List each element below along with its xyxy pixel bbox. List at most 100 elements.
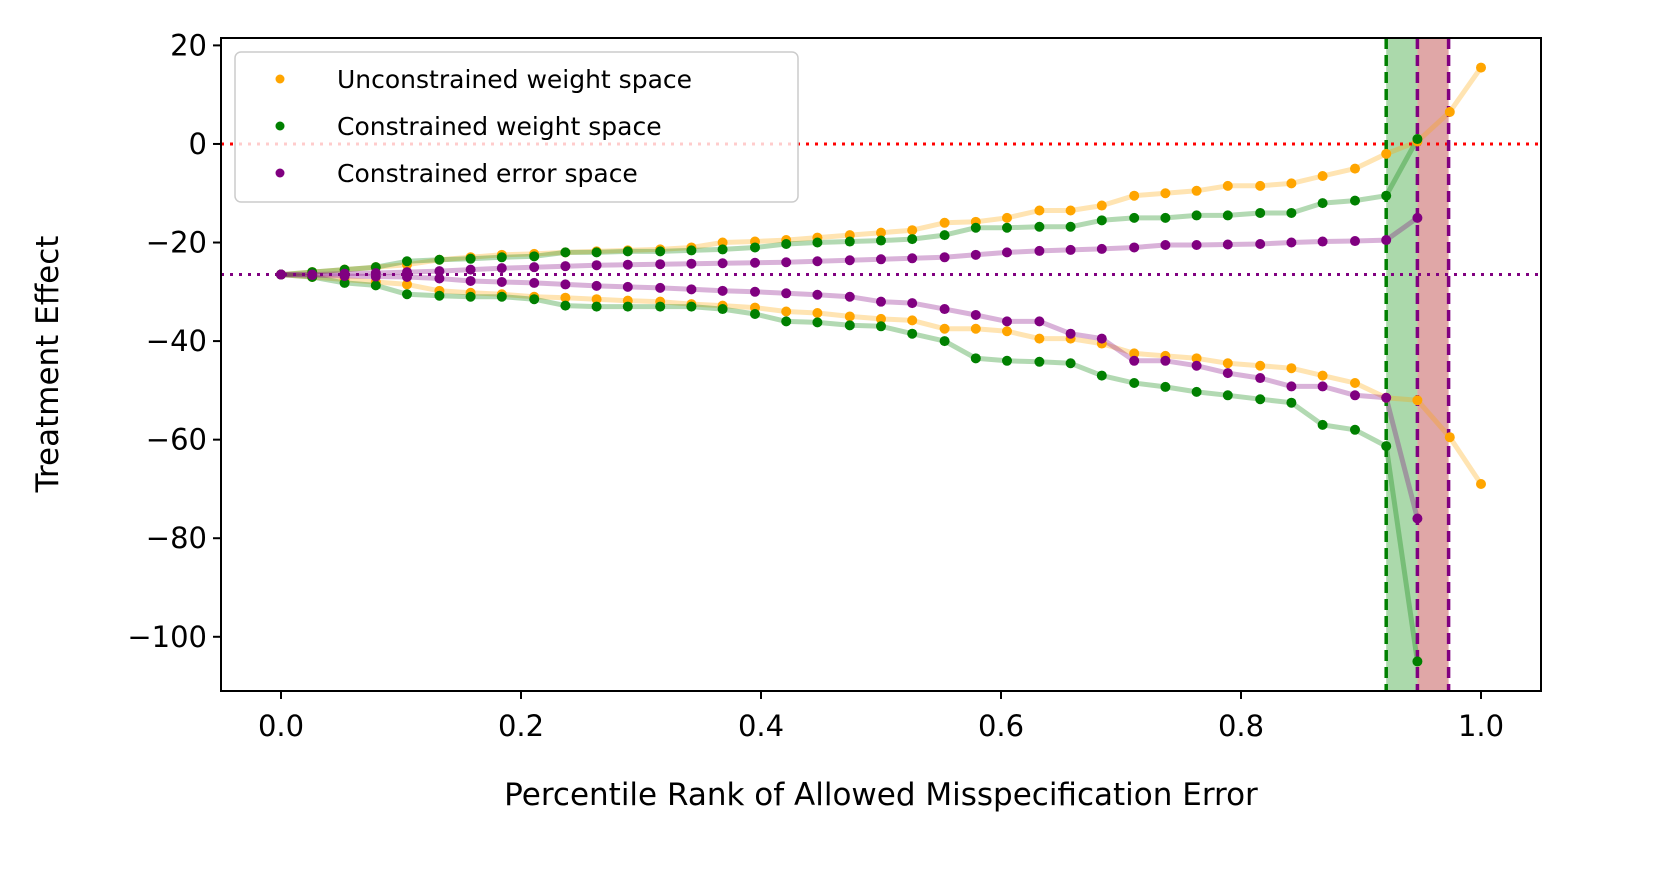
legend-label-unconstrained-weight: Unconstrained weight space	[337, 65, 692, 94]
unconstrained-weight-space-lower-point-37	[1444, 432, 1455, 443]
unconstrained-weight-space-upper-point-23	[1002, 212, 1012, 223]
constrained-weight-space-upper-point-13	[686, 245, 697, 256]
constrained-weight-space-upper-point-11	[622, 246, 633, 257]
constrained-weight-space-lower-point-23	[1002, 355, 1012, 366]
unconstrained-weight-space-upper-point-24	[1034, 205, 1045, 216]
constrained-error-space-lower-point-9	[560, 279, 571, 290]
plot-frame	[220, 37, 1542, 692]
unconstrained-weight-space-lower-point-31	[1255, 360, 1266, 371]
constrained-weight-space-upper-point-27	[1129, 212, 1140, 223]
constrained-error-space-lower-point-27	[1129, 355, 1140, 366]
constrained-weight-space-lower-point-24	[1034, 356, 1045, 367]
constrained-weight-space-lower-point-27	[1129, 377, 1140, 388]
constrained-weight-space-upper-point-21	[939, 230, 950, 241]
series-points	[276, 62, 1486, 667]
unconstrained-weight-space-upper-point-37	[1444, 106, 1455, 117]
constrained-error-space-upper-point-10	[591, 260, 602, 271]
legend: Unconstrained weight space Constrained w…	[234, 51, 799, 203]
constrained-error-space-lower-point-36	[1412, 513, 1423, 524]
constrained-weight-space-lower-point-25	[1065, 358, 1076, 369]
constrained-error-space-lower-point-31	[1255, 373, 1266, 384]
constrained-error-space-upper-point-25	[1065, 244, 1076, 255]
constrained-error-space-lower-point-30	[1222, 368, 1233, 379]
constrained-error-space-upper-point-34	[1350, 236, 1360, 247]
unconstrained-weight-space-lower-point-19	[876, 313, 886, 324]
y-tick-label-0: 20	[170, 28, 207, 62]
constrained-error-space-upper-point-35	[1381, 235, 1392, 246]
constrained-weight-space-upper-point-20	[907, 234, 918, 245]
unconstrained-weight-space-upper-point-21	[939, 217, 950, 228]
constrained-weight-space-lower-point-22	[970, 353, 981, 364]
constrained-error-space-upper-point-31	[1255, 239, 1266, 250]
constrained-error-space-upper-point-14	[717, 258, 728, 269]
constrained-error-space-lower-point-18	[844, 291, 855, 302]
constrained-weight-space-lower-point-12	[655, 301, 666, 312]
reference-lines	[221, 38, 1541, 691]
constrained-weight-space-upper-point-35	[1381, 190, 1392, 201]
unconstrained-weight-space-upper-point-29	[1191, 185, 1202, 196]
shaded-region-0	[1386, 38, 1418, 691]
constrained-error-space-lower-point-15	[750, 286, 760, 297]
x-tick-label-3: 0.6	[978, 709, 1024, 743]
constrained-weight-space-upper-point-14	[717, 244, 728, 255]
x-tick-label-1: 0.2	[498, 709, 544, 743]
unconstrained-weight-space-upper-point-31	[1255, 180, 1266, 191]
constrained-error-space-lower-point-34	[1350, 390, 1360, 401]
legend-label-constrained-weight: Constrained weight space	[337, 112, 662, 141]
unconstrained-weight-space-upper-point-28	[1160, 188, 1171, 199]
unconstrained-weight-space-lower-point-16	[781, 306, 792, 317]
unconstrained-weight-space-lower-point-36	[1412, 395, 1423, 406]
constrained-weight-space-upper-point-30	[1222, 210, 1233, 221]
x-tick-label-2: 0.4	[738, 709, 784, 743]
constrained-error-space-upper-point-29	[1191, 239, 1202, 250]
constrained-weight-space-lower-point-29	[1191, 386, 1202, 397]
unconstrained-weight-space-upper-point-33	[1317, 170, 1328, 181]
constrained-weight-space-upper-point-15	[750, 242, 760, 253]
constrained-weight-space-upper-point-34	[1350, 195, 1360, 206]
shaded-region-1	[1417, 38, 1449, 691]
constrained-error-space-lower-point-29	[1191, 360, 1202, 371]
unconstrained-weight-space-lower-point-38	[1476, 479, 1486, 490]
x-axis-title: Percentile Rank of Allowed Misspecificat…	[504, 777, 1258, 813]
constrained-error-space-upper-point-13	[686, 258, 697, 269]
constrained-error-space-lower-point-10	[591, 280, 602, 291]
constrained-weight-space-lower-point-4	[402, 289, 412, 300]
constrained-error-space-lower-point-16	[781, 288, 792, 299]
constrained-error-space-lower-point-1	[307, 270, 318, 281]
constrained-error-space-lower-point-25	[1065, 328, 1076, 339]
constrained-weight-space-lower-point-36	[1412, 656, 1423, 667]
unconstrained-weight-space-upper-point-30	[1222, 180, 1233, 191]
y-tick-label-3: −40	[146, 324, 207, 358]
constrained-error-space-upper-point-9	[560, 261, 571, 272]
constrained-weight-space-upper-point-22	[970, 222, 981, 233]
unconstrained-weight-space-upper-point-14	[717, 237, 728, 248]
legend-box	[234, 51, 799, 203]
unconstrained-weight-space-lower-point-21	[939, 323, 950, 334]
unconstrained-weight-space-lower-point-34	[1350, 377, 1360, 388]
unconstrained-weight-space-lower-point-10	[591, 294, 602, 305]
unconstrained-weight-space-upper-point-19	[876, 227, 886, 238]
unconstrained-weight-space-lower-point-30	[1222, 358, 1233, 369]
unconstrained-weight-space-lower-point-4	[402, 279, 412, 290]
constrained-weight-space-lower-point-26	[1096, 370, 1107, 381]
constrained-error-space-lower-point-6	[465, 275, 476, 286]
unconstrained-weight-space-lower-point-20	[907, 315, 918, 326]
legend-label-constrained-error: Constrained error space	[337, 159, 638, 188]
constrained-weight-space-upper-point-9	[560, 247, 571, 258]
constrained-error-space-upper-point-23	[1002, 247, 1012, 258]
constrained-weight-space-upper-point-28	[1160, 212, 1171, 223]
constrained-weight-space-upper-point-5	[434, 254, 445, 265]
constrained-error-space-lower-point-13	[686, 284, 697, 295]
constrained-error-space-lower-point-5	[434, 273, 445, 284]
constrained-weight-space-upper-point-33	[1317, 198, 1328, 209]
constrained-weight-space-upper-point-18	[844, 236, 855, 247]
constrained-weight-space-lower-point-34	[1350, 424, 1360, 435]
unconstrained-weight-space-lower-point-23	[1002, 326, 1012, 337]
constrained-error-space-upper-point-26	[1096, 243, 1107, 254]
constrained-weight-space-upper-point-8	[529, 251, 540, 262]
constrained-weight-space-lower-point-28	[1160, 381, 1171, 392]
constrained-error-space-upper-point-30	[1222, 239, 1233, 250]
constrained-weight-space-upper-point-7	[496, 252, 507, 263]
constrained-error-space-upper-point-21	[939, 252, 950, 263]
unconstrained-weight-space-lower-point-24	[1034, 333, 1045, 344]
